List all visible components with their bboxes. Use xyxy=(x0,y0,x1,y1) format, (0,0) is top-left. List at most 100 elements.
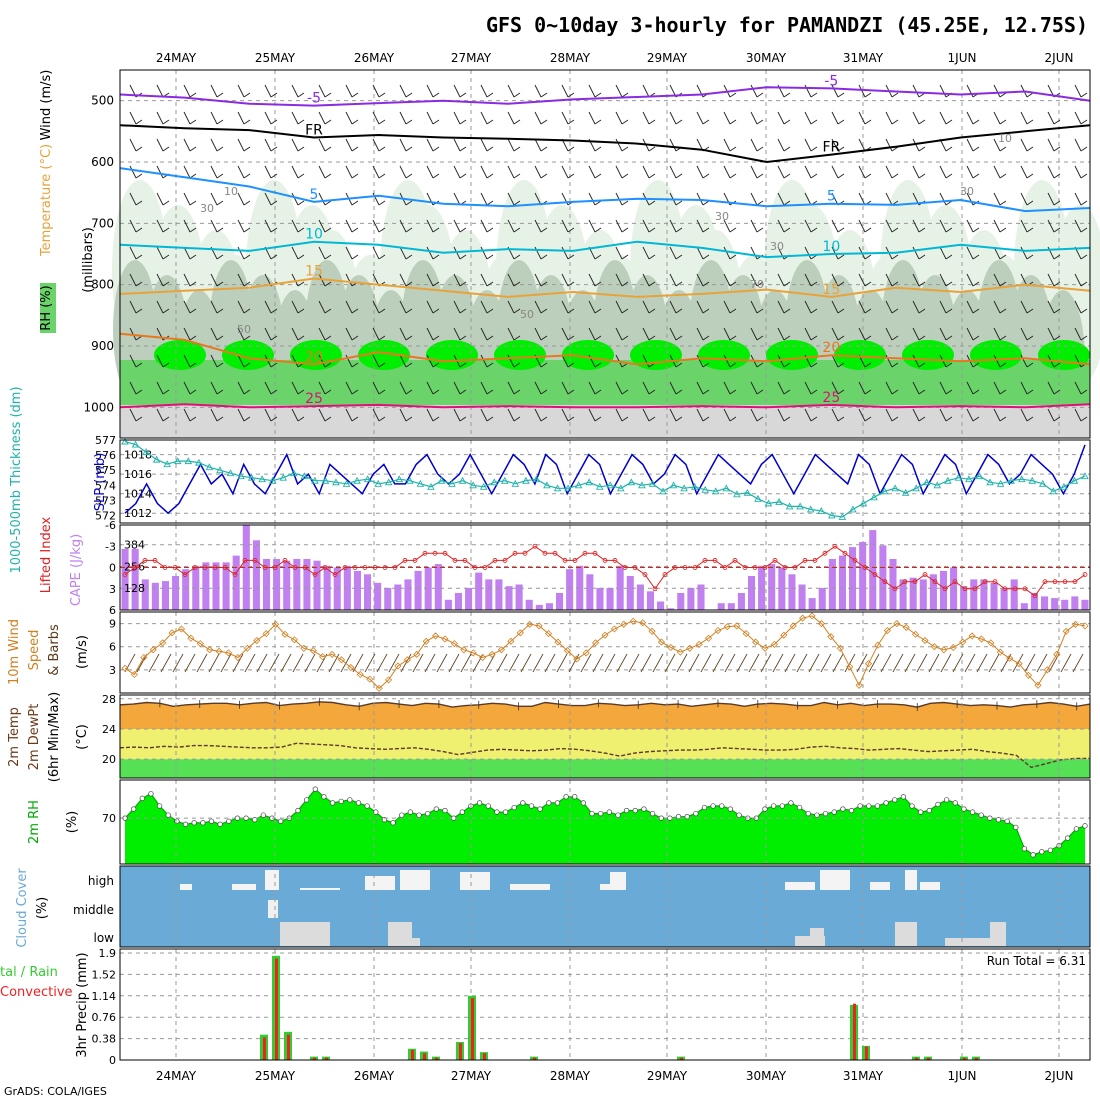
wind-barb xyxy=(912,273,920,287)
rh2m-point xyxy=(494,809,500,815)
wind-barb-flag xyxy=(297,173,305,179)
cloud-units-label: (%) xyxy=(35,897,50,920)
cape-bar xyxy=(879,545,887,610)
wind-barb xyxy=(993,354,1001,368)
wind-barb-flag xyxy=(1026,389,1034,395)
wind-barb-flag xyxy=(702,119,710,125)
thickness-point xyxy=(237,472,245,480)
wind-barb xyxy=(210,300,218,314)
wind-barb xyxy=(453,273,461,287)
rh2m-point xyxy=(407,809,414,815)
wind-barb xyxy=(291,192,299,206)
wind-barb xyxy=(615,246,623,260)
wind-barb xyxy=(156,246,164,260)
wind-barb xyxy=(480,408,488,422)
day-tick-top: 2JUN xyxy=(1045,51,1074,65)
wind-barb xyxy=(345,84,353,98)
wind-barb xyxy=(1020,246,1028,260)
rh2m-point xyxy=(615,812,621,818)
rh2m-point xyxy=(511,804,517,811)
temperature-line-label: -5 xyxy=(307,91,321,107)
wind-barb xyxy=(345,138,353,152)
cloud-level-label: middle xyxy=(73,903,114,917)
wind-barb xyxy=(210,84,218,98)
wind-barb xyxy=(318,192,326,206)
wind-barb xyxy=(885,381,893,395)
wind-barb xyxy=(588,327,596,341)
wind-barb-flag xyxy=(783,308,791,314)
wind-barb xyxy=(993,219,1001,233)
cape-axis-label: CAPE (J/kg) xyxy=(69,534,84,606)
wind-barb-flag xyxy=(783,119,791,125)
lifted-point xyxy=(722,565,728,570)
thickness-tick-label: 573 xyxy=(95,494,116,507)
wind-barb xyxy=(1047,111,1055,125)
wind-barb xyxy=(669,327,677,341)
wind-barb-flag xyxy=(594,227,602,233)
cape-bar xyxy=(515,584,523,610)
wind-barb-flag xyxy=(918,389,926,395)
wind-speed-point xyxy=(403,656,411,664)
wind-barb-flag xyxy=(432,389,440,395)
lifted-point xyxy=(762,565,768,570)
wind-speed-point xyxy=(140,653,148,662)
wind-barb xyxy=(291,219,299,233)
rh2m-point xyxy=(260,812,267,818)
wind-barb xyxy=(561,300,569,314)
wind-barb-flag xyxy=(972,281,980,287)
wind-barb-flag xyxy=(756,281,764,287)
cape-bar xyxy=(1081,599,1089,610)
temperature-line-label: FR xyxy=(822,140,840,156)
wind-barb xyxy=(534,138,542,152)
wind-barb xyxy=(831,111,839,125)
wind-barb-flag xyxy=(405,335,413,341)
wind-barb xyxy=(237,219,245,233)
wind-barb xyxy=(453,408,461,422)
wind-speed-point xyxy=(516,629,524,637)
wind-barb-flag xyxy=(540,335,548,341)
wind-barb xyxy=(939,192,947,206)
wind-barb-flag xyxy=(513,227,521,233)
wind-barb xyxy=(831,165,839,179)
precip-tick-label: 0.38 xyxy=(92,1033,117,1046)
thickness-point xyxy=(1017,475,1026,483)
wind-barb-flag xyxy=(594,92,602,98)
cape-bar xyxy=(404,579,412,610)
rh2m-point xyxy=(779,803,785,809)
wind-barb-flag xyxy=(729,335,737,341)
wind-barb xyxy=(561,327,569,341)
wind-barb xyxy=(480,192,488,206)
lifted-point xyxy=(692,565,698,570)
surface-wind-barb xyxy=(1024,653,1036,673)
wind-barb-flag xyxy=(243,146,251,152)
cape-frame xyxy=(119,524,1091,611)
thickness-point xyxy=(205,463,214,471)
day-tick-bottom: 30MAY xyxy=(746,1069,787,1083)
wind-barb-flag xyxy=(540,416,548,422)
wind-barb-flag xyxy=(810,281,818,287)
wind-barb xyxy=(966,327,974,341)
wind-speed-point xyxy=(149,646,157,654)
wind-barb-flag xyxy=(270,335,278,341)
wind-speed-point xyxy=(206,646,214,654)
rh2m-point xyxy=(943,797,950,803)
wind-barb-flag xyxy=(432,416,440,422)
rh2m-point xyxy=(598,810,604,817)
wind-barb-flag xyxy=(189,200,197,206)
wind-barb xyxy=(885,138,893,152)
wind-barb-flag xyxy=(891,92,899,98)
lifted-point xyxy=(442,550,448,556)
wind-speed-point xyxy=(215,647,223,655)
wind-barb-flag xyxy=(486,335,494,341)
wind-barb xyxy=(1020,300,1028,314)
temp-fill xyxy=(120,701,1090,729)
rh2m-point xyxy=(252,817,258,823)
wind-barb-flag xyxy=(135,173,143,179)
wind-barb xyxy=(939,111,947,125)
precip-conv-legend: Convective xyxy=(0,985,73,1000)
wind-barb-flag xyxy=(567,146,575,152)
wind-speed-point xyxy=(601,631,609,639)
wind-speed-point xyxy=(300,644,308,652)
surface-wind-barb xyxy=(184,653,196,673)
